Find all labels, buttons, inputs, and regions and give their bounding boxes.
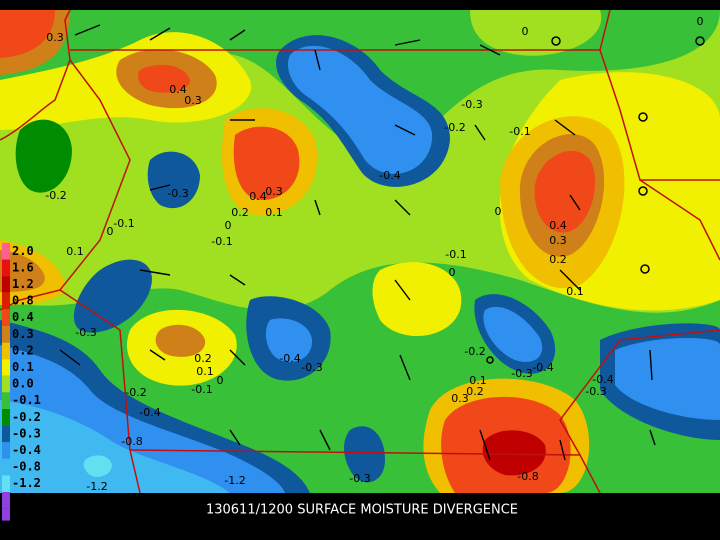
legend-swatch bbox=[2, 492, 10, 509]
contour-label: 0.3 bbox=[184, 94, 202, 107]
contour-label: -0.2 bbox=[444, 121, 465, 134]
legend-swatch bbox=[2, 259, 10, 277]
legend-label: 0.1 bbox=[12, 360, 34, 374]
contour-label: 0.4 bbox=[249, 190, 267, 203]
contour-label: -0.4 bbox=[279, 352, 300, 365]
contour-label: -0.3 bbox=[461, 98, 482, 111]
legend-swatch bbox=[2, 292, 10, 310]
legend-label: -1.2 bbox=[12, 476, 41, 490]
legend-swatch bbox=[2, 442, 10, 459]
contour-label: 0 bbox=[225, 219, 232, 232]
contour-label: -0.2 bbox=[45, 189, 66, 202]
legend-label: 0.0 bbox=[12, 377, 34, 391]
contour-label: 0.3 bbox=[265, 185, 283, 198]
legend-label: 2.0 bbox=[12, 244, 34, 258]
contour-label: -0.1 bbox=[191, 383, 212, 396]
contour-labels: 0.30.40.3 -0.3-0.2 -0.1-0.4-0.3-0.2 0.40.30… bbox=[45, 15, 703, 493]
contour-label: -0.1 bbox=[445, 248, 466, 261]
legend-label: 1.2 bbox=[12, 277, 34, 291]
contour-label: 0 bbox=[522, 25, 529, 38]
contour-label: 0.3 bbox=[46, 31, 64, 44]
contour-label: 0.3 bbox=[549, 234, 567, 247]
contour-label: -0.3 bbox=[585, 385, 606, 398]
contour-label: -0.1 bbox=[113, 217, 134, 230]
contour-label: 0.2 bbox=[549, 253, 567, 266]
legend-label: 0.4 bbox=[12, 310, 34, 324]
contour-label: 0.1 bbox=[196, 365, 214, 378]
contour-label: 0 bbox=[449, 266, 456, 279]
contour-label: -0.4 bbox=[592, 373, 613, 386]
contour-label: -0.3 bbox=[75, 326, 96, 339]
legend-swatch bbox=[2, 375, 10, 393]
contour-label: -0.3 bbox=[511, 367, 532, 380]
legend-label: -1.6 bbox=[12, 493, 41, 507]
legend-swatch bbox=[2, 508, 10, 521]
legend-label: -0.2 bbox=[12, 410, 41, 424]
contour-label: -1.2 bbox=[86, 480, 107, 493]
map-title: 130611/1200 SURFACE MOISTURE DIVERGENCE bbox=[206, 503, 518, 518]
map bbox=[0, 9, 720, 494]
contour-label: -0.2 bbox=[464, 345, 485, 358]
contour-label: -0.4 bbox=[139, 406, 160, 419]
legend-swatch bbox=[2, 409, 10, 426]
contour-label: -0.3 bbox=[349, 472, 370, 485]
contour-label: 0.2 bbox=[194, 352, 212, 365]
legend: 2.0 1.6 1.2 0.8 0.4 0.3 0.2 0.1 0.0 -0.1 -0.2 -0.3 -… bbox=[2, 243, 41, 521]
legend-swatch bbox=[2, 359, 10, 376]
legend-label: -0.4 bbox=[12, 443, 41, 457]
contour-label: 0.2 bbox=[231, 206, 249, 219]
contour-label: -0.4 bbox=[532, 361, 553, 374]
contour-label: 0.1 bbox=[66, 245, 84, 258]
legend-swatch bbox=[2, 342, 10, 360]
contour-label: -0.2 bbox=[125, 386, 146, 399]
legend-swatch bbox=[2, 458, 10, 476]
contour-label: 0 bbox=[697, 15, 704, 28]
legend-swatch bbox=[2, 243, 10, 260]
contour-label: 0.1 bbox=[265, 206, 283, 219]
legend-label: 0.8 bbox=[12, 294, 34, 308]
contour-label: -0.1 bbox=[211, 235, 232, 248]
legend-swatch bbox=[2, 425, 10, 443]
contour-label: -0.3 bbox=[301, 361, 322, 374]
legend-label: -0.1 bbox=[12, 393, 41, 407]
legend-swatch bbox=[2, 276, 10, 293]
contour-label: 0.4 bbox=[549, 219, 567, 232]
legend-swatch bbox=[2, 392, 10, 409]
contour-label: 0 bbox=[217, 374, 224, 387]
contour-label: -0.8 bbox=[517, 470, 538, 483]
contour-label: -0.8 bbox=[121, 435, 142, 448]
contour-label: 0.3 bbox=[451, 392, 469, 405]
legend-swatch bbox=[2, 309, 10, 326]
legend-swatch bbox=[2, 326, 10, 343]
contour-label: 0.1 bbox=[566, 285, 584, 298]
legend-label: 1.6 bbox=[12, 260, 34, 274]
legend-label: 0.3 bbox=[12, 327, 34, 341]
contour-label: -0.3 bbox=[167, 187, 188, 200]
contour-label: 0 bbox=[495, 205, 502, 218]
contour-label: -0.4 bbox=[379, 169, 400, 182]
contour-label: -0.1 bbox=[509, 125, 530, 138]
contour-label: 0.4 bbox=[169, 83, 187, 96]
contour-label: 0.1 bbox=[469, 374, 487, 387]
contour-label: 0.2 bbox=[466, 385, 484, 398]
contour-label: -1.2 bbox=[224, 474, 245, 487]
legend-label: -0.3 bbox=[12, 426, 41, 440]
legend-label: 0.2 bbox=[12, 343, 34, 357]
legend-label: -0.8 bbox=[12, 460, 41, 474]
legend-swatch bbox=[2, 475, 10, 492]
contour-label: 0 bbox=[107, 225, 114, 238]
